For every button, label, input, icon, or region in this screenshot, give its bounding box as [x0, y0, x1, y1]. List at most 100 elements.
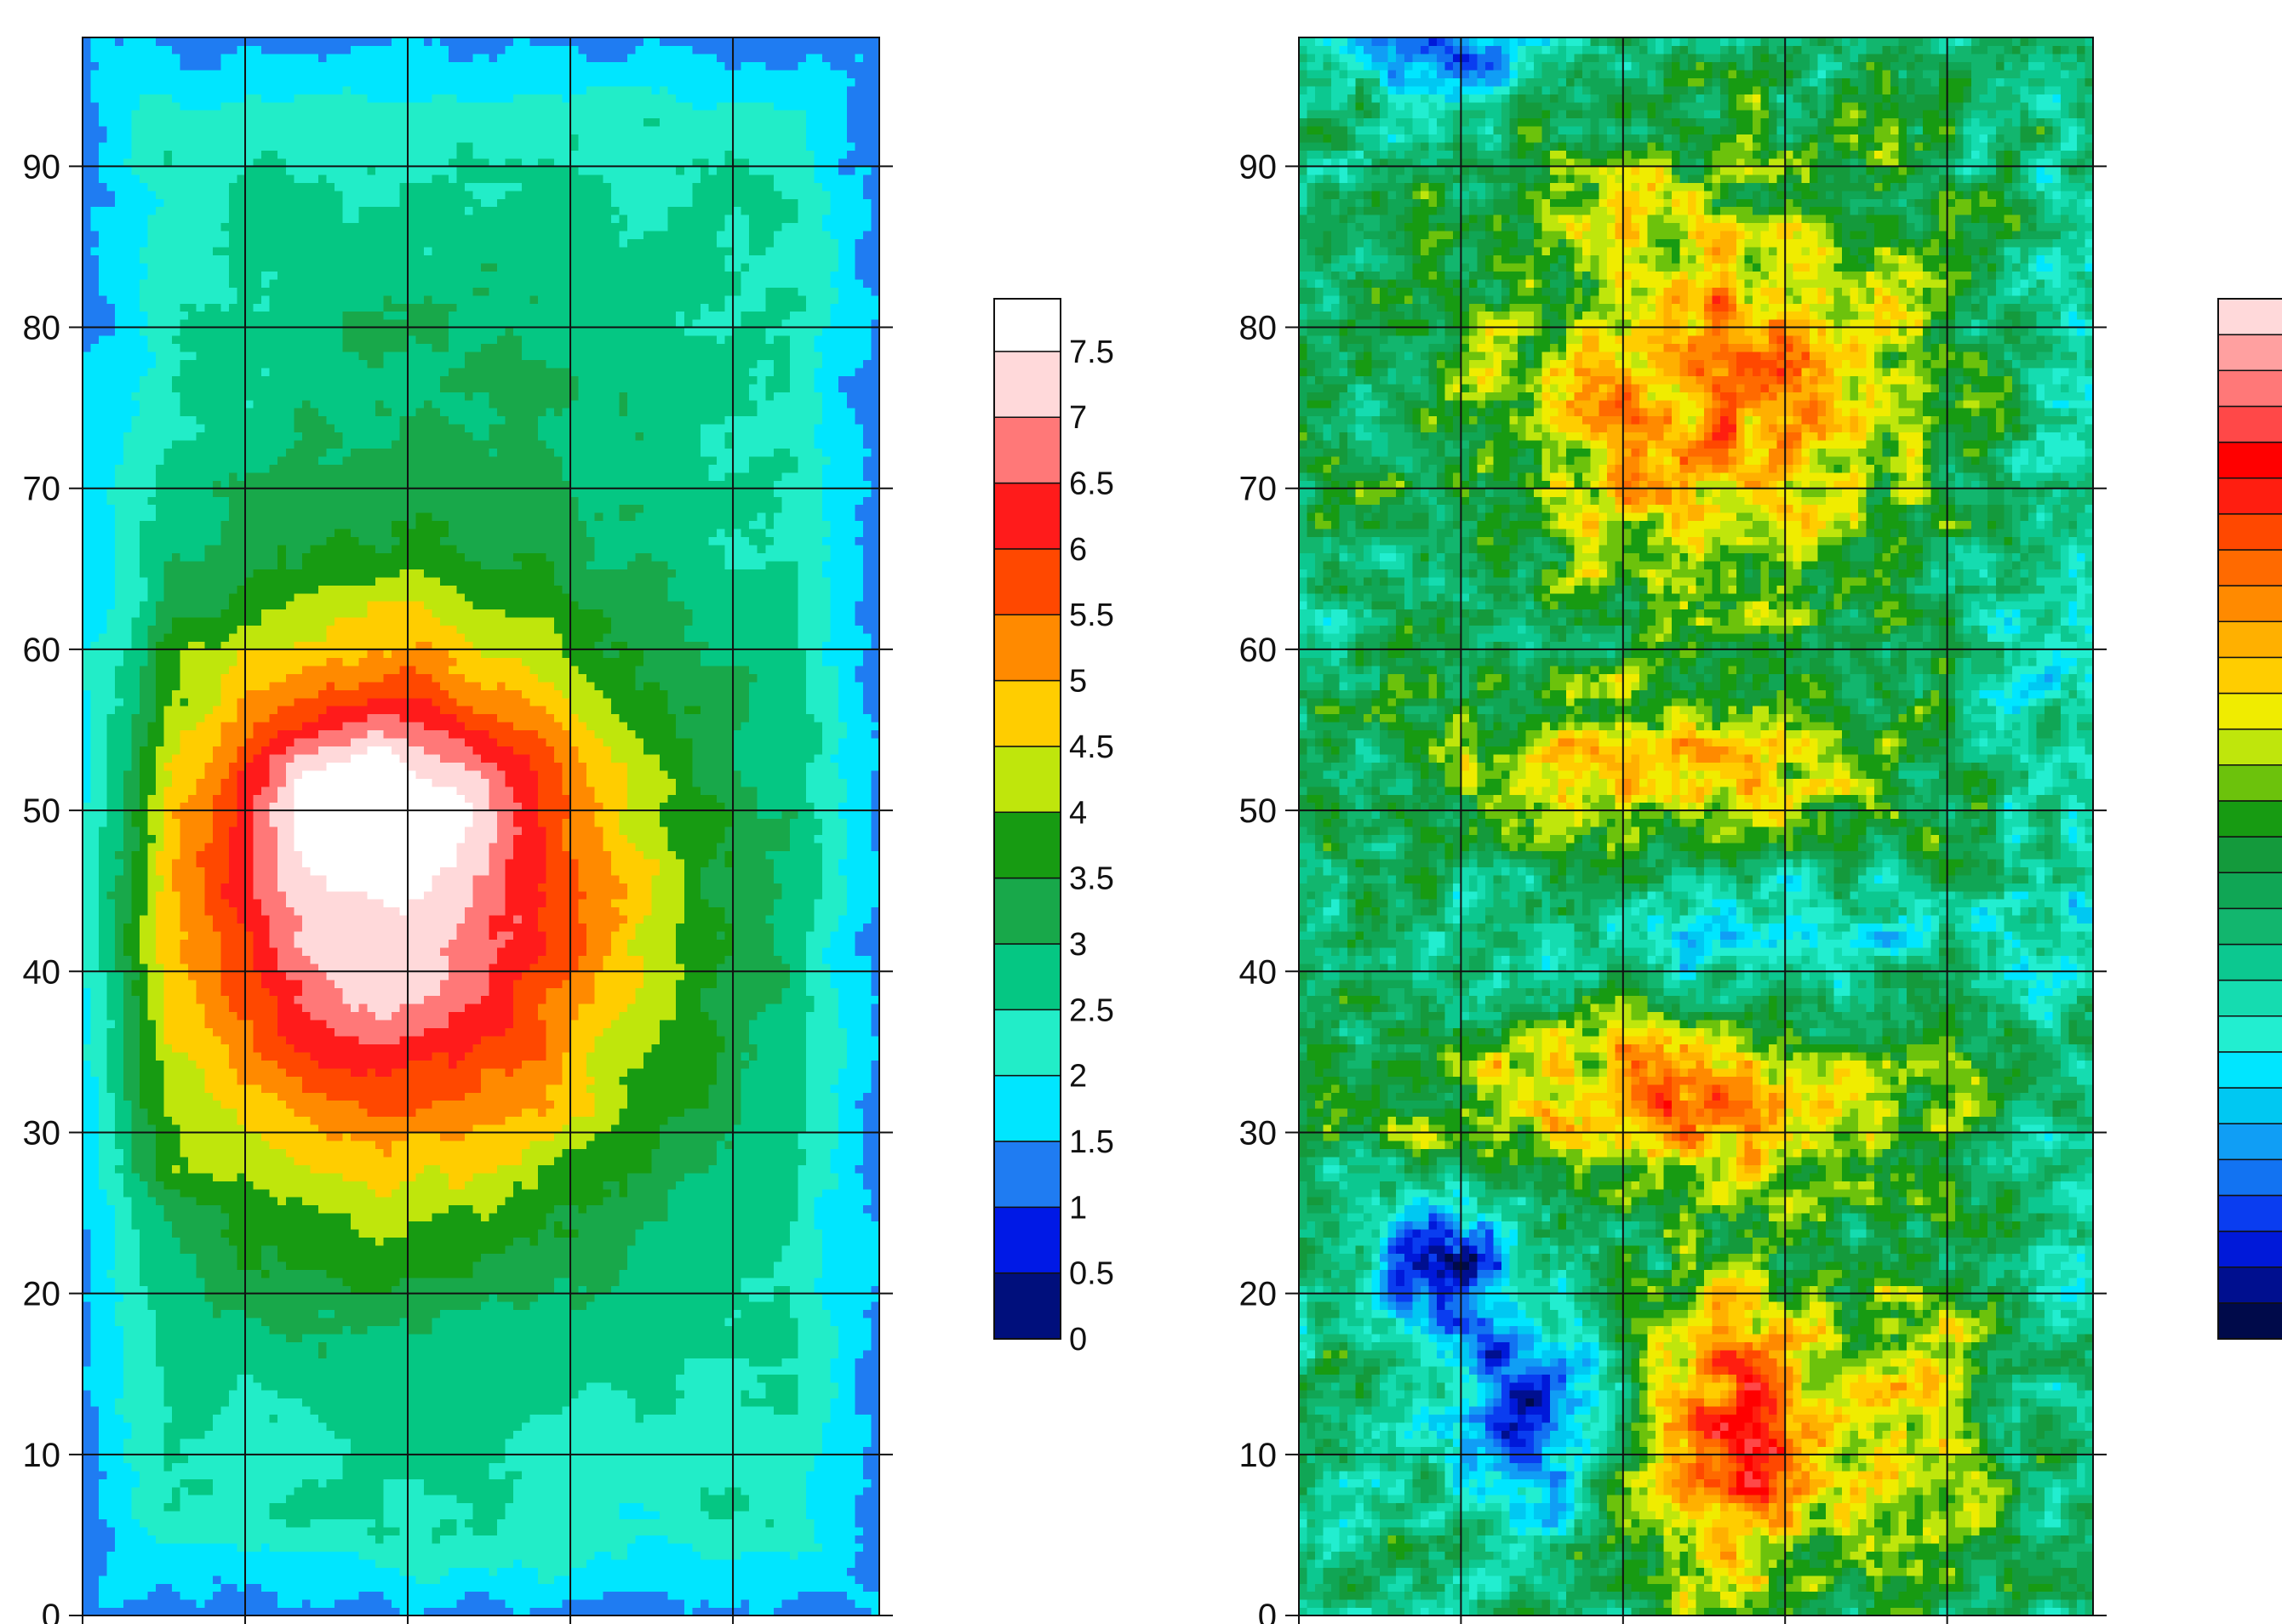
heatmap-cell	[213, 778, 221, 786]
heatmap-cell	[213, 907, 221, 916]
heatmap-cell	[123, 1012, 132, 1021]
heatmap-cell	[115, 1213, 123, 1221]
heatmap-cell	[131, 408, 140, 416]
heatmap-cell	[172, 1173, 180, 1181]
heatmap-cell	[115, 456, 123, 465]
heatmap-cell	[164, 649, 173, 658]
heatmap-cell	[131, 633, 140, 642]
heatmap-cell	[140, 1101, 148, 1109]
heatmap-cell	[172, 1020, 180, 1028]
heatmap-cell	[197, 850, 205, 859]
heatmap-cell	[180, 1318, 189, 1326]
heatmap-cell	[213, 1310, 221, 1318]
heatmap-cell	[99, 70, 107, 78]
heatmap-cell	[172, 1415, 180, 1423]
heatmap-cell	[188, 254, 197, 263]
heatmap-cell	[213, 424, 221, 432]
heatmap-cell	[164, 94, 173, 102]
heatmap-cell	[188, 126, 197, 134]
heatmap-cell	[91, 54, 100, 62]
heatmap-cell	[188, 295, 197, 304]
heatmap-cell	[172, 1535, 180, 1543]
heatmap-cell	[180, 980, 189, 988]
heatmap-cell	[99, 1108, 107, 1117]
heatmap-cell	[115, 1478, 123, 1487]
heatmap-cell	[99, 834, 107, 843]
heatmap-cell	[115, 150, 123, 158]
heatmap-cell	[220, 593, 229, 602]
heatmap-cell	[91, 689, 100, 698]
heatmap-cell	[123, 1092, 132, 1101]
heatmap-cell	[156, 971, 164, 980]
heatmap-cell	[107, 1511, 116, 1519]
heatmap-cell	[99, 1117, 107, 1125]
heatmap-cell	[107, 729, 116, 738]
heatmap-cell	[140, 529, 148, 537]
heatmap-cell	[213, 899, 221, 907]
heatmap-cell	[164, 1325, 173, 1334]
heatmap-cell	[180, 738, 189, 746]
heatmap-cell	[91, 1518, 100, 1527]
heatmap-cell	[156, 102, 164, 111]
heatmap-cell	[83, 440, 91, 449]
heatmap-cell	[172, 931, 180, 940]
heatmap-cell	[172, 150, 180, 158]
heatmap-cell	[172, 1245, 180, 1254]
heatmap-cell	[164, 601, 173, 609]
heatmap-cell	[147, 1173, 156, 1181]
heatmap-cell	[188, 207, 197, 215]
heatmap-cell	[99, 1092, 107, 1101]
heatmap-cell	[220, 1358, 229, 1366]
heatmap-cell	[213, 392, 221, 400]
heatmap-cell	[83, 907, 91, 916]
heatmap-cell	[156, 223, 164, 232]
heatmap-cell	[83, 633, 91, 642]
heatmap-cell	[213, 649, 221, 658]
heatmap-cell	[107, 626, 116, 634]
heatmap-cell	[204, 1511, 213, 1519]
heatmap-cell	[180, 682, 189, 690]
heatmap-cell	[197, 1422, 205, 1431]
heatmap-cell	[115, 368, 123, 376]
heatmap-cell	[107, 1599, 116, 1608]
heatmap-cell	[180, 778, 189, 786]
heatmap-cell	[172, 673, 180, 682]
heatmap-cell	[188, 939, 197, 947]
heatmap-cell	[91, 633, 100, 642]
heatmap-cell	[188, 1503, 197, 1512]
heatmap-cell	[204, 1229, 213, 1238]
heatmap-cell	[91, 448, 100, 456]
heatmap-cell	[204, 1430, 213, 1438]
heatmap-cell	[213, 529, 221, 537]
heatmap-cell	[164, 1197, 173, 1205]
heatmap-cell	[140, 37, 148, 46]
heatmap-cell	[91, 1318, 100, 1326]
heatmap-cell	[172, 86, 180, 94]
heatmap-cell	[91, 1341, 100, 1350]
heatmap-cell	[107, 279, 116, 288]
heatmap-cell	[220, 931, 229, 940]
heatmap-cell	[213, 464, 221, 472]
heatmap-cell	[172, 1462, 180, 1471]
heatmap-cell	[213, 1422, 221, 1431]
heatmap-cell	[204, 866, 213, 875]
heatmap-cell	[131, 810, 140, 819]
heatmap-cell	[164, 37, 173, 46]
heatmap-cell	[172, 223, 180, 232]
heatmap-cell	[91, 375, 100, 384]
heatmap-cell	[123, 1157, 132, 1165]
heatmap-cell	[204, 545, 213, 553]
heatmap-cell	[83, 1318, 91, 1326]
heatmap-cell	[156, 1495, 164, 1503]
heatmap-cell	[91, 1229, 100, 1238]
heatmap-cell	[83, 1173, 91, 1181]
heatmap-cell	[123, 1366, 132, 1375]
heatmap-cell	[213, 1213, 221, 1221]
heatmap-cell	[172, 214, 180, 223]
heatmap-cell	[115, 1583, 123, 1592]
heatmap-cell	[204, 1341, 213, 1350]
heatmap-cell	[197, 980, 205, 988]
heatmap-cell	[107, 657, 116, 666]
heatmap-cell	[140, 1551, 148, 1559]
heatmap-cell	[147, 577, 156, 586]
